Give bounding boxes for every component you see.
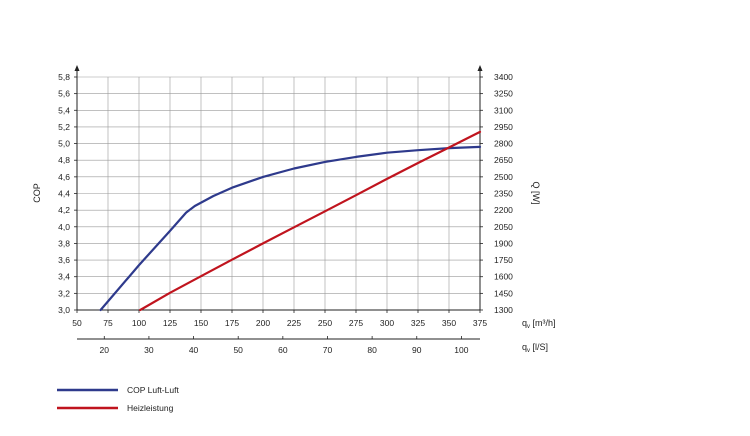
y-right-tick-label: 2200 [494,205,513,215]
y-right-tick-label: 3100 [494,105,513,115]
x-top-tick-label: 250 [318,318,332,328]
x-top-tick-label: 375 [473,318,487,328]
y-right-tick-label: 1750 [494,255,513,265]
legend-label: Heizleistung [127,403,174,413]
y-right-tick-label: 1300 [494,305,513,315]
legend-label: COP Luft-Luft [127,385,179,395]
y-left-axis-arrow [74,65,80,71]
y-right-tick-label: 2350 [494,189,513,199]
x-top-tick-label: 275 [349,318,363,328]
x-bottom-tick-label: 100 [454,345,468,355]
y-right-tick-label: 1900 [494,238,513,248]
y-right-tick-label: 2050 [494,222,513,232]
grid [76,76,481,311]
y-right-tick-label: 3400 [494,72,513,82]
y-left-tick-label: 5,2 [58,122,70,132]
x-top-tick-label: 175 [225,318,239,328]
x-top-tick-label: 150 [194,318,208,328]
x-bottom-tick-label: 30 [144,345,154,355]
x-top-axis-title: qv [m³/h] [522,318,556,330]
x-bottom-tick-label: 20 [100,345,110,355]
x-top-tick-label: 50 [72,318,82,328]
y-left-tick-label: 4,6 [58,172,70,182]
series-line-cop [99,145,482,312]
series-lines [99,130,482,312]
x-top-tick-label: 300 [380,318,394,328]
y-right-tick-label: 3250 [494,89,513,99]
y-left-tick-label: 4,0 [58,222,70,232]
x-top-tick-label: 100 [132,318,146,328]
y-left-tick-label: 3,6 [58,255,70,265]
y-left-tick-label: 3,2 [58,288,70,298]
y-left-tick-label: 4,8 [58,155,70,165]
x-bottom-tick-label: 40 [189,345,199,355]
x-bottom-tick-label: 50 [233,345,243,355]
x-bottom-axis-title: qv [l/S] [522,342,548,354]
x-top-tick-label: 125 [163,318,177,328]
y-right-tick-label: 2800 [494,139,513,149]
y-left-tick-label: 3,0 [58,305,70,315]
y-right-tick-label: 2650 [494,155,513,165]
x-top-tick-label: 200 [256,318,270,328]
y-left-axis-title: COP [32,183,42,203]
y-right-axis-arrow [477,65,483,71]
y-left-tick-label: 4,4 [58,189,70,199]
series-line-heizleistung [139,130,482,312]
y-right-tick-label: 1600 [494,272,513,282]
y-right-tick-label: 1450 [494,288,513,298]
y-left-tick-label: 5,4 [58,105,70,115]
tick-labels: 3,0 3,2 3,4 3,6 3,8 4,0 4,2 4,4 4,6 4,8 5,0 5,2 5,4 5… [58,72,513,355]
y-left-tick-label: 5,6 [58,89,70,99]
legend: COP Luft-Luft Heizleistung [57,385,179,413]
x-top-tick-label: 75 [103,318,113,328]
y-left-tick-label: 5,8 [58,72,70,82]
y-right-axis-title: Q [W] [531,182,541,205]
x-bottom-tick-label: 60 [278,345,288,355]
x-top-tick-label: 325 [411,318,425,328]
axes [74,65,483,340]
x-bottom-tick-label: 80 [367,345,377,355]
y-right-tick-label: 2500 [494,172,513,182]
y-left-tick-label: 5,0 [58,139,70,149]
y-left-tick-label: 4,2 [58,205,70,215]
x-bottom-tick-label: 70 [323,345,333,355]
y-left-tick-label: 3,4 [58,272,70,282]
x-top-tick-label: 350 [442,318,456,328]
x-bottom-tick-label: 90 [412,345,422,355]
y-right-tick-label: 2950 [494,122,513,132]
y-left-tick-label: 3,8 [58,238,70,248]
x-top-tick-label: 225 [287,318,301,328]
